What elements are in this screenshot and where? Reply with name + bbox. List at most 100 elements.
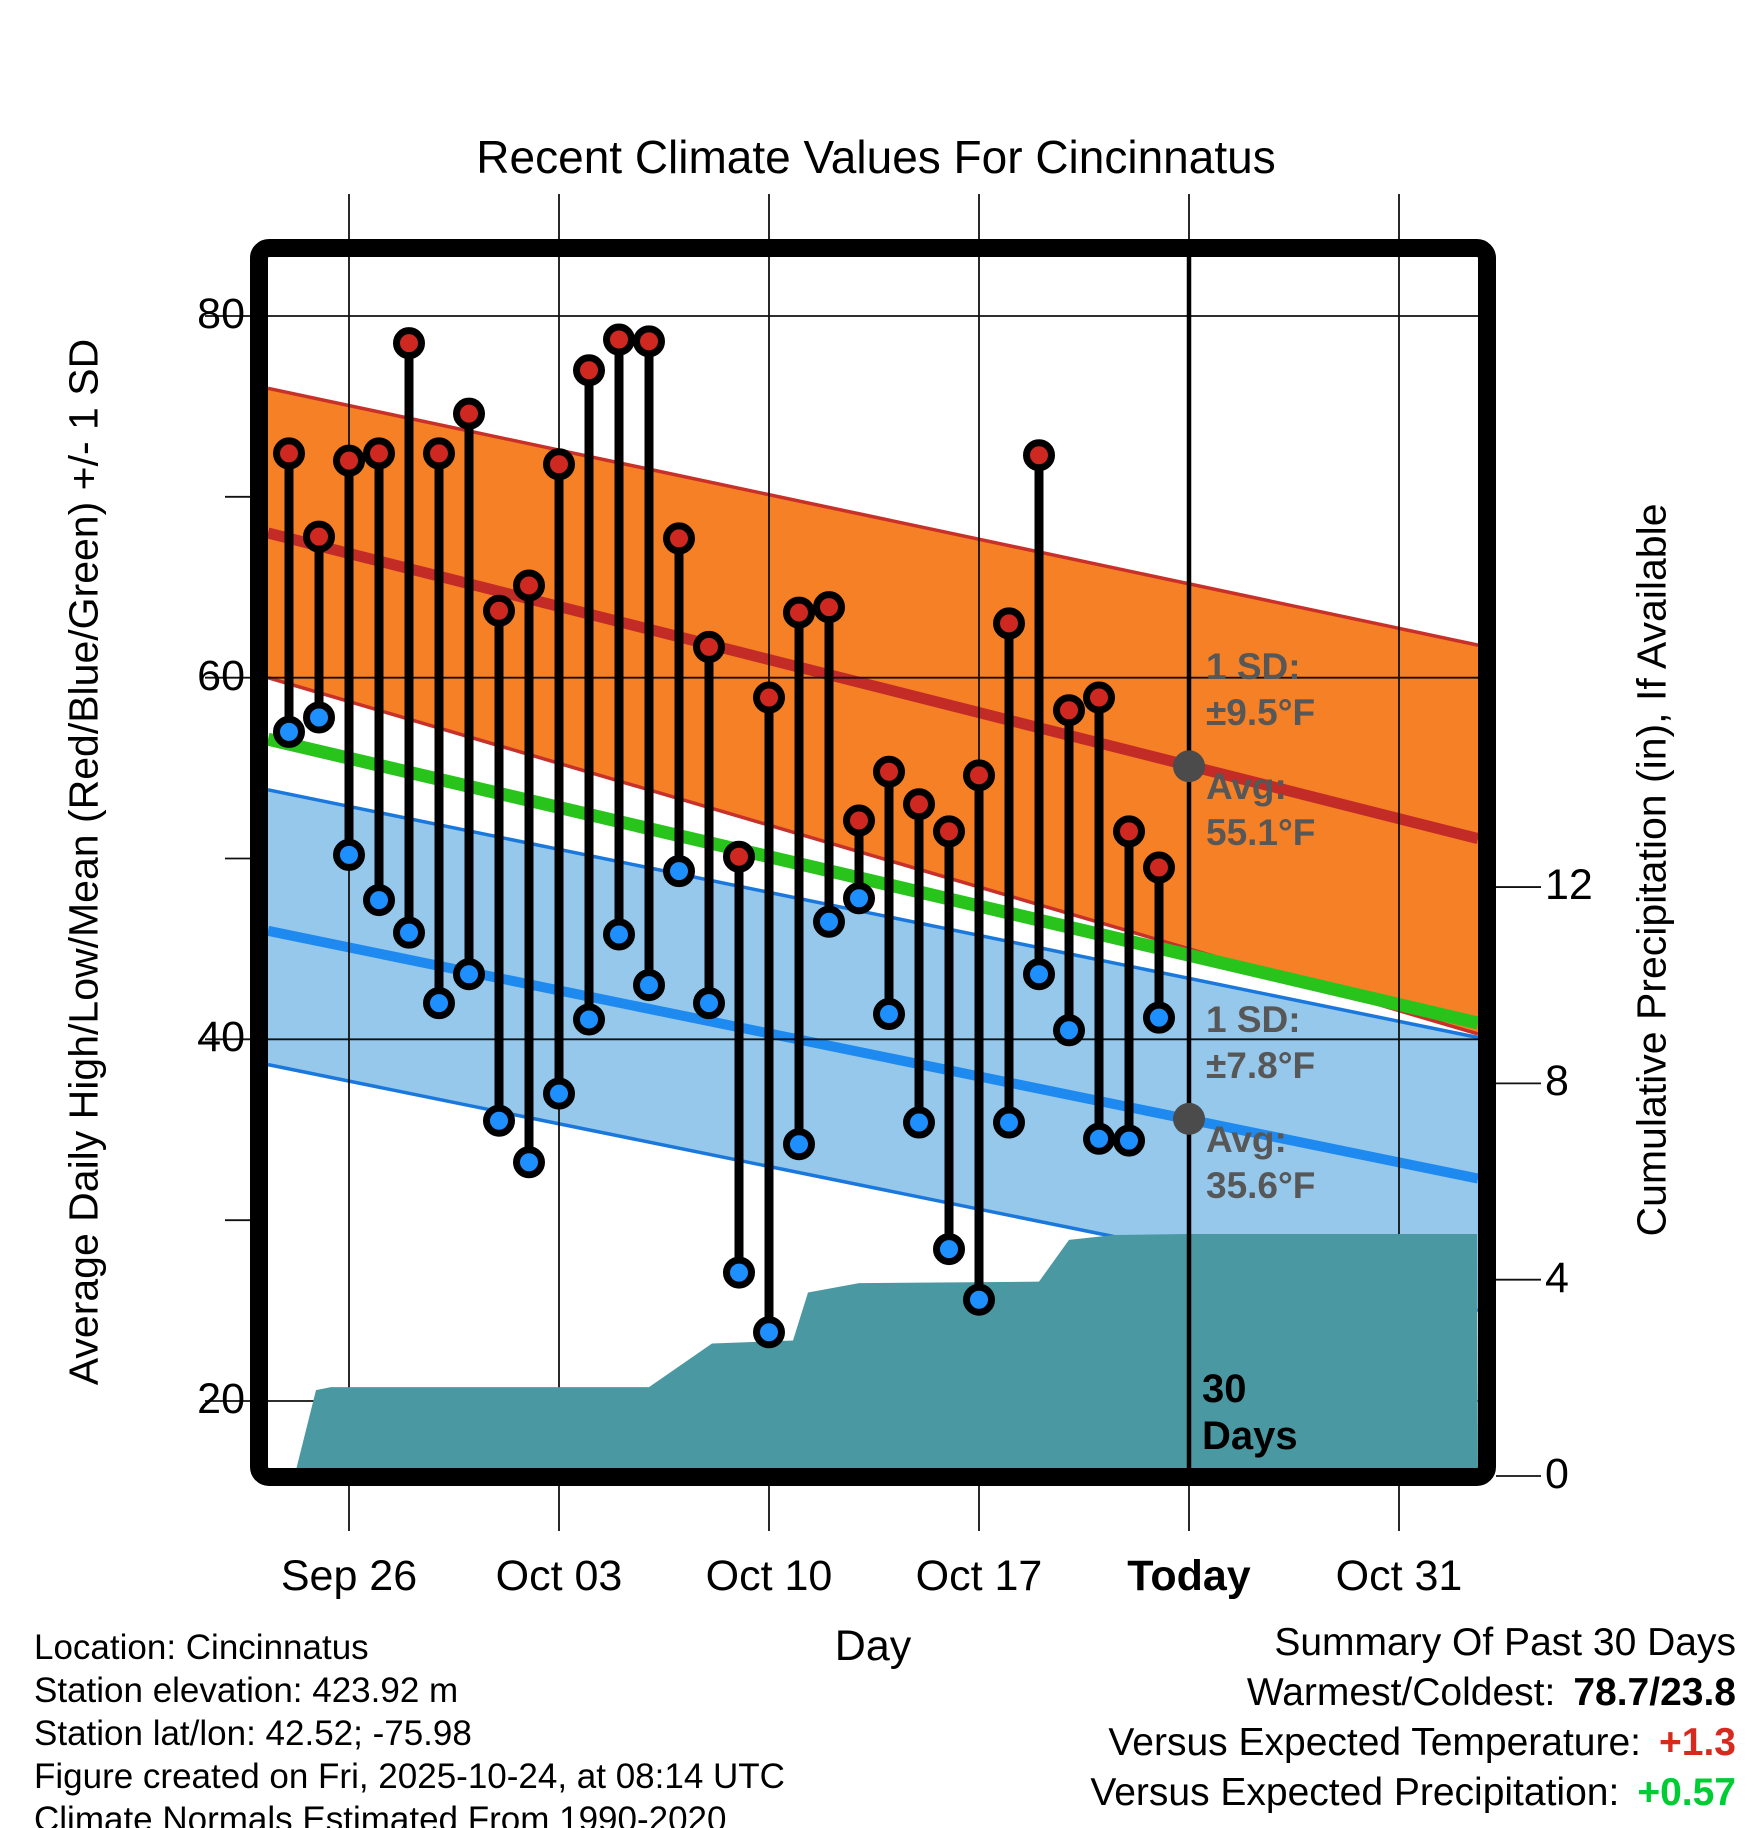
high-dot-Oct-05 [603, 323, 635, 356]
high-avg-label: Avg: [1206, 766, 1287, 807]
vs-precip-label: Versus Expected Precipitation: [1090, 1771, 1620, 1814]
high-sd-label: 1 SD: [1206, 646, 1301, 687]
high-dot-Oct-08 [693, 630, 725, 663]
figure-created: Figure created on Fri, 2025-10-24, at 08… [34, 1757, 785, 1796]
y-axis-right-label: Cumulative Precipitation (in), If Availa… [1628, 503, 1675, 1237]
low-avg-marker [1173, 1102, 1205, 1135]
low-dot-Oct-15 [903, 1106, 935, 1139]
low-dot-Oct-06 [633, 969, 665, 1002]
low-sd-value: ±7.8°F [1206, 1045, 1316, 1086]
high-dot-Oct-16 [933, 815, 965, 848]
high-avg-annotation: Avg: 55.1°F [1206, 764, 1315, 856]
high-dot-Oct-22 [1113, 815, 1145, 848]
x-tick-label-oct-31: Oct 31 [1335, 1552, 1463, 1600]
summary-past-30-days: Summary Of Past 30 Days Warmest/Coldest:… [1090, 1618, 1736, 1818]
daily-dots [273, 323, 1175, 1349]
x-tick-label-oct-10: Oct 10 [705, 1552, 833, 1600]
high-dot-Sep-24 [273, 437, 305, 470]
high-dot-Oct-18 [993, 607, 1025, 640]
high-dot-Oct-07 [663, 522, 695, 555]
today-line-annotation: 30 Days [1202, 1366, 1298, 1460]
low-dot-Oct-23 [1143, 1001, 1175, 1034]
low-dot-Oct-14 [873, 998, 905, 1031]
low-dot-Oct-19 [1023, 958, 1055, 991]
plot-frame [250, 239, 1496, 1486]
low-dot-Sep-27 [363, 884, 395, 917]
high-dot-Sep-26 [333, 444, 365, 477]
daily-stems [284, 339, 1164, 1333]
low-dot-Sep-26 [333, 838, 365, 871]
high-avg-value: 55.1°F [1206, 812, 1316, 853]
low-dot-Oct-13 [843, 882, 875, 915]
low-dot-Oct-16 [933, 1233, 965, 1266]
y-right-tick-label: 8 [1545, 1057, 1569, 1106]
y-axis-left-label: Average Daily High/Low/Mean (Red/Blue/Gr… [60, 338, 107, 1386]
high-dot-Sep-25 [303, 520, 335, 553]
high-dot-Oct-11 [783, 596, 815, 629]
high-dot-Oct-01 [483, 594, 515, 627]
high-dot-Oct-12 [813, 591, 845, 624]
high-normal-band [268, 388, 1478, 1034]
high-avg-marker [1173, 750, 1205, 783]
low-dot-Oct-02 [513, 1146, 545, 1179]
low-dot-Oct-12 [813, 905, 845, 938]
low-avg-label: Avg: [1206, 1119, 1287, 1160]
y-right-tick-label: 12 [1545, 861, 1593, 910]
high-dot-Oct-14 [873, 755, 905, 788]
low-avg-value: 35.6°F [1206, 1165, 1316, 1206]
cumulative-precip-area [289, 1234, 1478, 1468]
low-dot-Oct-20 [1053, 1014, 1085, 1047]
high-dot-Oct-09 [723, 840, 755, 873]
low-dot-Oct-17 [963, 1283, 995, 1316]
high-sd-annotation: 1 SD: ±9.5°F [1206, 644, 1315, 736]
high-dot-Oct-23 [1143, 851, 1175, 884]
summary-title: Summary Of Past 30 Days [1274, 1621, 1736, 1664]
low-dot-Oct-03 [543, 1077, 575, 1110]
warmest-coldest-row: Warmest/Coldest: 78.7/23.8 [1090, 1668, 1736, 1718]
warmest-coldest-value: 78.7/23.8 [1573, 1671, 1736, 1714]
high-dot-Oct-21 [1083, 681, 1115, 714]
low-dot-Oct-09 [723, 1256, 755, 1289]
summary-title-row: Summary Of Past 30 Days [1090, 1618, 1736, 1668]
high-dot-Oct-02 [513, 569, 545, 602]
low-dot-Oct-07 [663, 855, 695, 888]
high-dot-Sep-28 [393, 327, 425, 360]
high-dot-Oct-15 [903, 788, 935, 821]
high-dot-Oct-19 [1023, 439, 1055, 472]
station-latlon: Station lat/lon: 42.52; -75.98 [34, 1714, 472, 1753]
high-sd-value: ±9.5°F [1206, 692, 1316, 733]
y-left-tick-label: 60 [197, 651, 245, 700]
low-dot-Oct-04 [573, 1003, 605, 1036]
low-dot-Sep-28 [393, 916, 425, 949]
chart-title: Recent Climate Values For Cincinnatus [476, 131, 1276, 183]
high-dot-Sep-30 [453, 397, 485, 430]
y-right-tick-label: 0 [1545, 1450, 1569, 1498]
low-dot-Sep-24 [273, 715, 305, 748]
low-dot-Oct-01 [483, 1104, 515, 1137]
x-tick-label-oct-03: Oct 03 [495, 1552, 623, 1600]
high-dot-Oct-04 [573, 354, 605, 387]
low-dot-Oct-18 [993, 1106, 1025, 1139]
today-line-label-1: 30 [1202, 1367, 1247, 1411]
low-sd-annotation: 1 SD: ±7.8°F [1206, 997, 1315, 1089]
low-avg-annotation: Avg: 35.6°F [1206, 1117, 1315, 1209]
today-line-label-2: Days [1202, 1414, 1298, 1458]
high-dot-Oct-17 [963, 759, 995, 792]
climate-normals-note: Climate Normals Estimated From 1990-2020 [34, 1800, 727, 1828]
high-dot-Sep-29 [423, 437, 455, 470]
x-tick-label-sep-26: Sep 26 [280, 1552, 418, 1600]
station-location: Location: Cincinnatus [34, 1628, 369, 1667]
vs-precip-row: Versus Expected Precipitation: +0.57 [1090, 1768, 1736, 1818]
vs-temp-label: Versus Expected Temperature: [1108, 1721, 1641, 1764]
station-info: Location: Cincinnatus Station elevation:… [34, 1626, 785, 1828]
x-axis-label: Day [834, 1622, 912, 1670]
y-left-tick-label: 80 [197, 290, 245, 338]
high-dot-Oct-13 [843, 804, 875, 837]
y-left-tick-label: 40 [197, 1013, 245, 1062]
y-left-tick-label: 20 [197, 1375, 245, 1423]
low-sd-label: 1 SD: [1206, 999, 1301, 1040]
low-dot-Oct-08 [693, 987, 725, 1020]
vs-temp-value: +1.3 [1659, 1721, 1736, 1764]
